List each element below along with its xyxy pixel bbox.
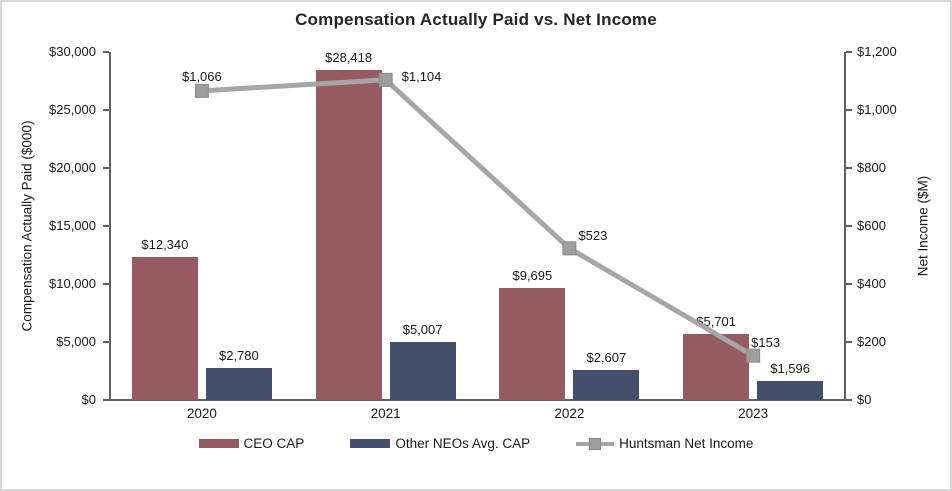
bar-other-neos-2022 [573, 369, 640, 400]
net-income-line-marker-icon [576, 437, 615, 450]
bar-value-label: $2,607 [586, 349, 627, 365]
x-axis-category-label: 2023 [738, 406, 769, 421]
right-axis-tick-label: $0 [857, 392, 872, 407]
left-axis-tick-label: $5,000 [56, 334, 96, 349]
right-axis-tick-label: $600 [857, 218, 886, 233]
legend-item-net-income: Huntsman Net Income [576, 436, 753, 451]
right-axis-tick [846, 399, 852, 401]
right-axis-title: Net Income ($M) [915, 175, 931, 277]
bar-other-neos-2021 [389, 341, 456, 400]
legend: CEO CAP Other NEOs Avg. CAP Huntsman Net… [2, 436, 950, 451]
bar-value-label: $12,340 [141, 236, 189, 252]
right-axis-tick-label: $1,200 [857, 44, 897, 59]
right-axis-tick [846, 109, 852, 111]
bar-value-label: $28,418 [325, 50, 373, 66]
left-axis-tick-label: $10,000 [49, 276, 96, 291]
bar-value-label: $9,695 [512, 267, 553, 283]
bar-value-label: $5,701 [696, 313, 736, 329]
line-value-label: $153 [751, 334, 781, 350]
chart-title: Compensation Actually Paid vs. Net Incom… [295, 10, 657, 29]
x-axis-category-label: 2021 [370, 406, 401, 421]
left-axis-tick [103, 399, 109, 401]
right-axis-tick-label: $800 [857, 160, 886, 175]
right-axis-tick-label: $1,000 [857, 102, 897, 117]
left-axis-tick [103, 109, 109, 111]
bar-ceo-cap-2023 [683, 333, 750, 400]
bar-value-label: $5,007 [402, 321, 443, 337]
line-value-label: $1,104 [401, 68, 442, 84]
bar-other-neos-2023 [757, 381, 824, 400]
x-axis-category-label: 2022 [554, 406, 585, 421]
legend-label: Huntsman Net Income [619, 436, 754, 451]
left-axis-tick [103, 167, 109, 169]
left-axis-tick [103, 283, 109, 285]
legend-label: Other NEOs Avg. CAP [395, 436, 531, 451]
bar-ceo-cap-2021 [315, 70, 382, 400]
left-axis-tick [103, 225, 109, 227]
right-axis-line [844, 52, 846, 400]
x-axis-category-label: 2020 [186, 406, 217, 421]
left-axis-tick [103, 51, 109, 53]
right-axis-tick [846, 341, 852, 343]
left-axis-line [109, 52, 111, 400]
left-axis-tick-label: $25,000 [49, 102, 96, 117]
legend-label: CEO CAP [243, 436, 305, 451]
right-axis-tick-label: $400 [857, 276, 886, 291]
right-axis-tick [846, 167, 852, 169]
right-axis-tick-label: $200 [857, 334, 886, 349]
bar-value-label: $2,780 [218, 347, 259, 363]
right-axis-tick [846, 51, 852, 53]
bar-ceo-cap-2022 [499, 287, 566, 400]
right-axis-tick [846, 225, 852, 227]
legend-item-other-neos: Other NEOs Avg. CAP [350, 436, 530, 451]
left-axis-tick-label: $20,000 [49, 160, 96, 175]
x-axis-line [109, 399, 846, 401]
left-axis-tick-label: $0 [81, 392, 96, 407]
bar-other-neos-2020 [205, 367, 272, 400]
left-axis-tick [103, 341, 109, 343]
line-marker [194, 83, 209, 98]
bar-value-label: $1,596 [770, 361, 810, 377]
bar-ceo-cap-2020 [131, 256, 198, 400]
line-value-label: $523 [578, 228, 608, 244]
left-axis-tick-label: $15,000 [49, 218, 96, 233]
ceo-cap-swatch-icon [198, 439, 239, 448]
legend-item-ceo-cap: CEO CAP [198, 436, 305, 451]
line-marker [562, 241, 577, 256]
left-axis-tick-label: $30,000 [49, 44, 96, 59]
right-axis-tick [846, 283, 852, 285]
line-value-label: $1,066 [181, 68, 222, 84]
other-neos-swatch-icon [350, 439, 391, 448]
